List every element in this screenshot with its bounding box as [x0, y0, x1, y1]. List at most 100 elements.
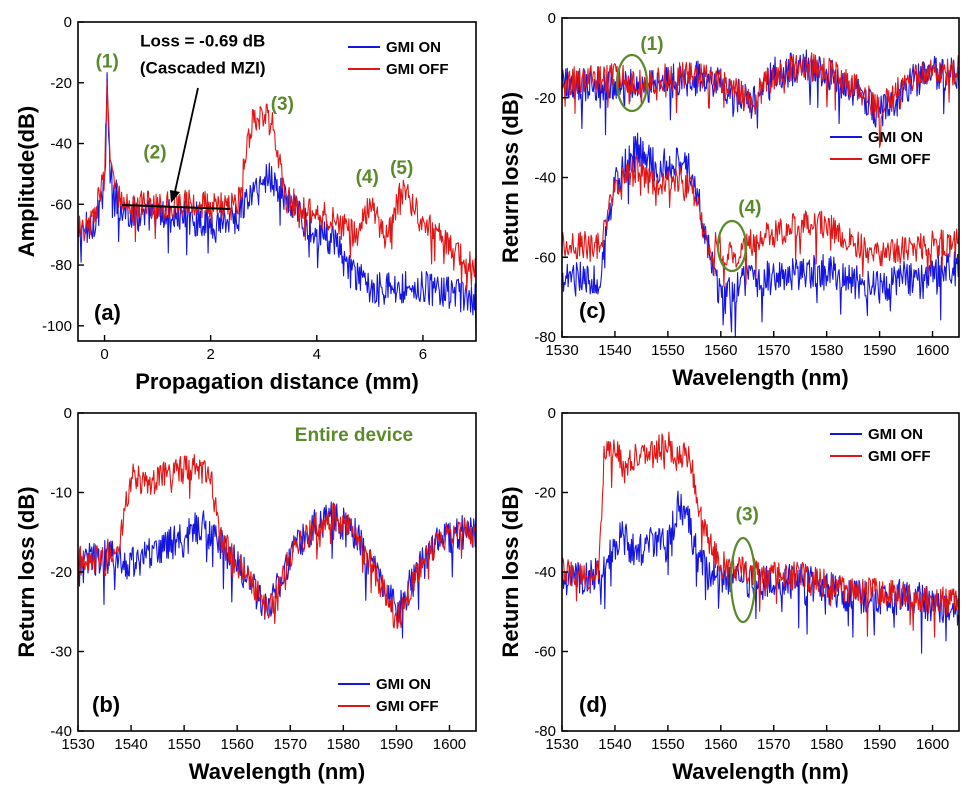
panel-d-ytick-label-0: 0 — [548, 405, 556, 422]
panel-d-annotation-0: (3) — [736, 504, 759, 525]
panel-a-ytick-label-1: -20 — [50, 75, 72, 92]
panel-b-legend-on-label: GMI ON — [376, 676, 431, 693]
panel-c-annotation-1: (4) — [738, 197, 761, 218]
panel-d-xlabel: Wavelength (nm) — [672, 759, 848, 784]
panel-c-legend: GMI ON GMI OFF — [830, 129, 931, 168]
panel-a-ytick-label-4: -80 — [50, 257, 72, 274]
panel-a-pointer-arrow — [173, 87, 199, 197]
panel-d-series — [561, 431, 960, 654]
panel-a-annotation-3: (4) — [356, 167, 379, 188]
panel-c-xtick-label-3: 1560 — [704, 342, 737, 359]
panel-c-ytick-label-2: -40 — [534, 170, 556, 187]
panel-d-xtick-label-2: 1550 — [651, 736, 684, 753]
panel-d-marker-ellipse-3 — [729, 536, 757, 624]
panel-d-xtick-label-4: 1570 — [757, 736, 790, 753]
panel-a-annotation-4: (5) — [390, 158, 413, 179]
panel-b-xlabel: Wavelength (nm) — [189, 759, 365, 784]
panel-c-legend-off-label: GMI OFF — [868, 151, 931, 168]
panel-b-legend: GMI ON GMI OFF — [338, 676, 439, 715]
panel-b-ytick-label-4: -40 — [50, 723, 72, 740]
panel-c-series-line-1 — [561, 52, 960, 148]
panel-b-xtick-label-1: 1540 — [114, 736, 147, 753]
panel-a-ticks: 0 2 4 6 0 -20 -40 -60 -80 -100 — [42, 14, 427, 363]
panel-a-series — [77, 72, 477, 334]
panel-d-ytick-label-3: -60 — [534, 644, 556, 661]
panel-c-ticks: 1530 1540 1550 1560 1570 1580 1590 1600 0 -20 -40 -… — [534, 10, 949, 359]
panel-d-ytick-label-2: -40 — [534, 564, 556, 581]
panel-c-annotation-0: (1) — [640, 34, 663, 55]
panel-b-xtick-label-6: 1590 — [380, 736, 413, 753]
panel-a-legend-off-label: GMI OFF — [386, 61, 449, 78]
panel-d-label: (d) — [579, 692, 607, 717]
panel-d-xtick-label-0: 1530 — [545, 736, 578, 753]
panel-c-series-line-3 — [561, 155, 960, 288]
panel-d-xtick-label-1: 1540 — [598, 736, 631, 753]
panel-b-xtick-label-3: 1560 — [221, 736, 254, 753]
panel-a: 0 2 4 6 0 -20 -40 -60 -80 -100 Propagation distan… — [14, 14, 477, 394]
panel-d-ytick-label-1: -20 — [534, 485, 556, 502]
panel-a-xlabel: Propagation distance (mm) — [135, 369, 419, 394]
panel-d-annotations: (3) — [736, 504, 759, 525]
panel-a-pointer-arrowhead — [170, 190, 180, 203]
panel-b-ytick-label-3: -30 — [50, 644, 72, 661]
panel-d-xtick-label-3: 1560 — [704, 736, 737, 753]
panel-a-annotation-1: (2) — [143, 143, 166, 164]
panel-b-series-line-1 — [77, 453, 477, 630]
panel-b-xtick-label-2: 1550 — [167, 736, 200, 753]
panel-c-ytick-label-1: -20 — [534, 90, 556, 107]
panel-d-xtick-label-6: 1590 — [863, 736, 896, 753]
panel-b-ytick-label-1: -10 — [50, 485, 72, 502]
panel-d-legend-off-label: GMI OFF — [868, 448, 931, 465]
panel-c-label: (c) — [579, 298, 606, 323]
panel-c-ylabel: Return loss (dB) — [498, 92, 523, 263]
panel-d-xtick-label-5: 1580 — [810, 736, 843, 753]
panel-a-ylabel: Amplitude(dB) — [14, 106, 39, 258]
panel-a-frame — [77, 21, 477, 342]
panel-b-series — [77, 453, 477, 639]
panel-b-xtick-label-0: 1530 — [61, 736, 94, 753]
panel-c-xtick-label-2: 1550 — [651, 342, 684, 359]
panel-a-annotation-5: Loss = -0.69 dB — [140, 31, 265, 50]
panel-d-ytick-label-4: -80 — [534, 723, 556, 740]
panel-c-marker-ellipse-1 — [615, 53, 649, 113]
panel-c: 1530 1540 1550 1560 1570 1580 1590 1600 0 -20 -40 -… — [498, 10, 960, 390]
panel-d-legend-on-label: GMI ON — [868, 426, 923, 443]
panel-a-series-line-1 — [77, 81, 477, 291]
panel-c-xtick-label-7: 1600 — [916, 342, 949, 359]
panel-a-annotation-0: (1) — [96, 52, 119, 73]
panel-a-annotations: (1) (2) (3) (4) (5) Loss = -0.69 dB (Cascaded … — [96, 31, 414, 188]
panel-c-marker-ellipse-4 — [716, 219, 748, 273]
panel-d-series-line-0 — [561, 490, 960, 654]
panel-b-ytick-label-0: 0 — [64, 405, 72, 422]
panel-a-ytick-label-0: 0 — [64, 14, 72, 31]
panel-c-xlabel: Wavelength (nm) — [672, 365, 848, 390]
panel-a-xtick-label-3: 6 — [419, 346, 427, 363]
panel-b-xtick-label-5: 1580 — [327, 736, 360, 753]
panel-a-mzi-fit-line — [121, 204, 231, 210]
panel-c-xtick-label-4: 1570 — [757, 342, 790, 359]
panel-a-ytick-label-3: -60 — [50, 196, 72, 213]
panel-b-label: (b) — [92, 692, 120, 717]
panel-d-xtick-label-7: 1600 — [916, 736, 949, 753]
panel-c-ytick-label-0: 0 — [548, 10, 556, 27]
panel-a-ytick-label-2: -40 — [50, 136, 72, 153]
panel-b-series-line-0 — [77, 501, 477, 639]
panel-a-series-line-0 — [77, 72, 477, 334]
panel-c-series-line-2 — [561, 132, 960, 338]
panel-b-xtick-label-7: 1600 — [433, 736, 466, 753]
panel-a-legend-on-label: GMI ON — [386, 39, 441, 56]
panel-d-legend: GMI ON GMI OFF — [830, 426, 931, 465]
panel-b-ylabel: Return loss (dB) — [14, 486, 39, 657]
panel-c-ytick-label-3: -60 — [534, 249, 556, 266]
panel-c-xtick-label-1: 1540 — [598, 342, 631, 359]
panel-d-series-line-1 — [561, 431, 960, 638]
panel-d: 1530 1540 1550 1560 1570 1580 1590 1600 0 -20 -40 -… — [498, 405, 960, 784]
panel-d-ticks: 1530 1540 1550 1560 1570 1580 1590 1600 0 -20 -40 -… — [534, 405, 949, 753]
panel-a-annotation-2: (3) — [271, 94, 294, 115]
panel-b-ticks: 1530 1540 1550 1560 1570 1580 1590 1600 0 -10 -20 -… — [50, 405, 466, 753]
panel-a-xtick-label-2: 4 — [313, 346, 321, 363]
panel-b-xtick-label-4: 1570 — [274, 736, 307, 753]
panel-a-xtick-label-0: 0 — [100, 346, 108, 363]
panel-a-xtick-label-1: 2 — [206, 346, 214, 363]
